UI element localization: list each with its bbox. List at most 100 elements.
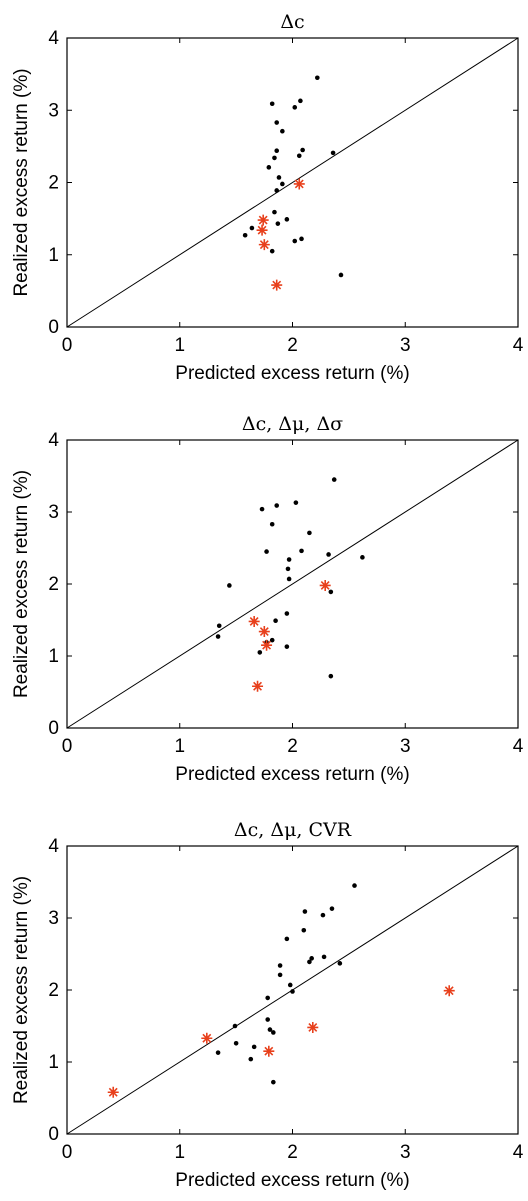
data-point-dot (352, 883, 357, 888)
data-point-dot (269, 637, 275, 643)
data-point-dot (299, 236, 304, 242)
x-tick-label: 0 (62, 335, 73, 356)
data-point-dot (328, 673, 334, 679)
data-point-star (257, 214, 269, 226)
scatter-panel-2: 0 1 2 3 4 0 1 2 3 4 Δc, Δμ, Δσ Predicted excess ret… (11, 413, 524, 785)
data-point-star (319, 579, 331, 591)
data-point-dot (331, 477, 337, 482)
x-tick-label: 2 (287, 736, 298, 757)
x-tick-label: 0 (62, 736, 73, 757)
x-tick-label: 4 (513, 335, 524, 356)
data-point-dot (276, 175, 282, 180)
data-point-star (293, 178, 305, 190)
data-point-dot (280, 128, 285, 134)
data-point-dot (338, 272, 344, 278)
data-point-star (261, 639, 273, 651)
data-point-dot (301, 927, 307, 933)
data-point-dot (287, 982, 293, 988)
x-axis-label: Predicted excess return (%) (175, 764, 409, 785)
data-point-dot (337, 961, 343, 966)
y-tick-label: 3 (48, 908, 59, 929)
data-point-dot (328, 589, 334, 595)
chart-title: Δc, Δμ, CVR (234, 819, 352, 841)
x-tick-label: 1 (174, 335, 185, 356)
y-tick-label: 2 (48, 574, 59, 595)
data-point-dot (292, 238, 298, 244)
data-point-dot (300, 147, 305, 153)
x-tick-label: 3 (400, 736, 411, 757)
y-tick-label: 4 (48, 836, 59, 857)
data-point-dot (274, 148, 280, 154)
data-point-dot (309, 956, 314, 961)
data-point-dot (307, 530, 312, 536)
data-point-dot (242, 232, 248, 238)
data-point-star (201, 1032, 213, 1044)
y-tick-label: 3 (48, 502, 59, 523)
data-point-dot (302, 909, 308, 914)
x-tick-label: 1 (174, 736, 185, 757)
data-point-star (107, 1086, 119, 1098)
data-point-dot (267, 1027, 273, 1032)
y-tick-label: 0 (48, 1124, 59, 1145)
y-axis-label: Realized excess return (%) (11, 470, 32, 698)
data-point-dot (284, 644, 290, 649)
data-point-dot (272, 155, 277, 161)
data-point-dot (274, 120, 280, 125)
y-tick-label: 4 (48, 430, 59, 451)
data-point-dot (275, 221, 281, 226)
data-point-dot (286, 576, 292, 582)
x-tick-label: 4 (513, 736, 524, 757)
y-tick-label: 0 (48, 317, 59, 338)
data-point-dot (273, 618, 278, 624)
data-point-dot (249, 225, 255, 231)
data-point-dot (285, 566, 291, 572)
data-point-dot (298, 98, 303, 104)
data-point-dot (269, 101, 275, 107)
data-point-dot (277, 963, 283, 968)
y-axis-label: Realized excess return (%) (11, 68, 32, 296)
data-point-dot (271, 1079, 276, 1085)
data-point-dot (269, 248, 275, 254)
chart-title: Δc (280, 11, 304, 33)
data-point-dot (296, 153, 302, 159)
data-point-dot (280, 181, 285, 187)
x-tick-label: 3 (400, 335, 411, 356)
x-axis-label: Predicted excess return (%) (175, 1170, 409, 1191)
data-point-dot (227, 583, 232, 588)
data-point-star (252, 680, 264, 692)
data-point-star (307, 1021, 319, 1033)
data-point-dot (329, 906, 335, 911)
data-point-dot (360, 555, 365, 560)
data-point-dot (274, 188, 280, 193)
data-point-dot (315, 75, 320, 81)
y-tick-label: 3 (48, 100, 59, 121)
x-tick-label: 3 (400, 1142, 411, 1163)
data-point-dot (269, 521, 275, 527)
data-point-dot (274, 503, 280, 508)
x-tick-label: 1 (174, 1142, 185, 1163)
data-point-dot (233, 1040, 239, 1046)
data-point-dot (326, 552, 331, 557)
data-point-dot (248, 1056, 254, 1062)
data-point-dot (321, 954, 327, 960)
y-tick-label: 4 (48, 28, 59, 49)
data-point-dot (264, 549, 269, 554)
data-point-dot (265, 995, 270, 1001)
chart-title: Δc, Δμ, Δσ (242, 413, 343, 435)
data-point-dot (292, 105, 298, 110)
data-point-dot (271, 1030, 276, 1035)
data-point-dot (272, 209, 277, 215)
y-tick-label: 0 (48, 718, 59, 739)
data-point-dot (293, 500, 299, 505)
data-point-dot (284, 217, 290, 222)
data-point-dot (232, 1023, 238, 1029)
x-tick-label: 2 (287, 1142, 298, 1163)
data-point-dot (286, 557, 292, 562)
data-point-star (263, 1045, 275, 1057)
data-point-star (248, 615, 260, 627)
x-tick-label: 2 (287, 335, 298, 356)
data-point-dot (216, 623, 222, 629)
data-point-dot (330, 150, 336, 156)
data-point-dot (266, 165, 272, 170)
